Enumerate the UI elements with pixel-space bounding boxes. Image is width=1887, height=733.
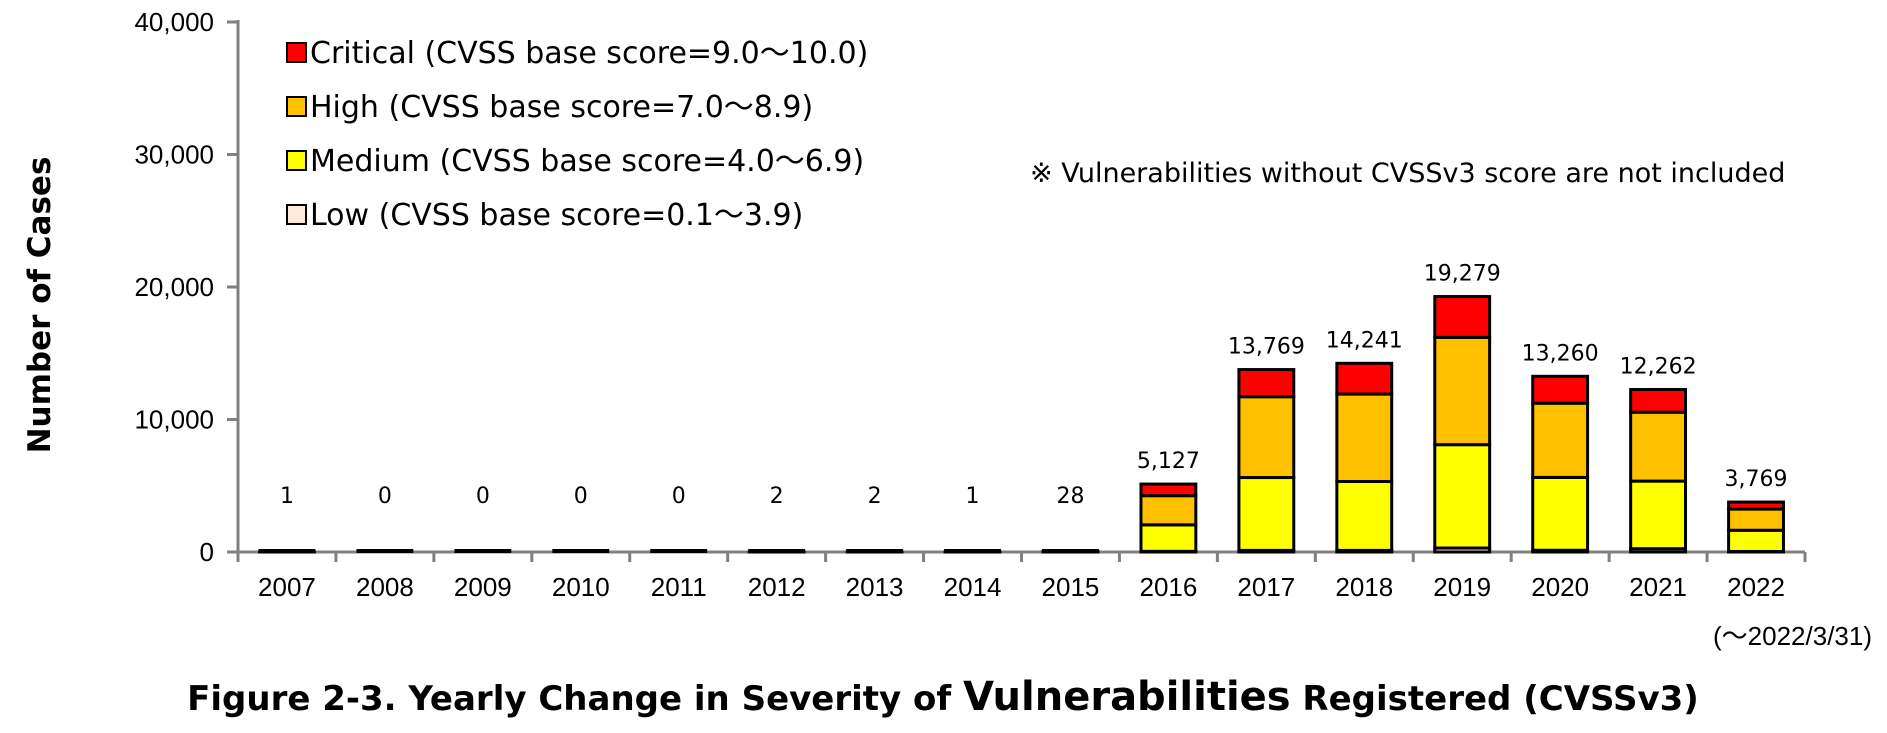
y-axis-title: Number of Cases: [22, 157, 58, 454]
total-label: 28: [1056, 484, 1084, 509]
total-label: 13,769: [1228, 335, 1305, 360]
x-tick-label: 2021: [1629, 572, 1687, 602]
x-axis-note: (～2022/3/31): [1713, 621, 1872, 651]
bar-baseline: [1042, 549, 1099, 553]
bar-segment: [1629, 479, 1688, 551]
bar-segment: [1139, 482, 1198, 498]
bar-segment: [1335, 480, 1394, 552]
bar-segment: [1237, 368, 1296, 399]
bar-segment: [1237, 395, 1296, 480]
chart-title-part-3: Registered (CVSSv3): [1291, 679, 1699, 719]
bar-baseline: [552, 549, 610, 553]
legend-swatch: [286, 42, 307, 63]
bars: [258, 295, 1785, 554]
y-tick-label: 0: [200, 537, 214, 567]
x-tick-label: 2017: [1237, 572, 1295, 602]
legend-swatch: [286, 150, 307, 171]
bar-segment: [1531, 475, 1590, 552]
total-label: 13,260: [1522, 341, 1599, 366]
bar-baseline: [258, 549, 316, 553]
y-axis: 0 10,000 20,000 30,000 40,000: [134, 7, 240, 567]
x-tick-label: 2010: [552, 572, 610, 602]
legend: Critical (CVSS base score=9.0～10.0) High …: [286, 36, 868, 233]
y-tick-label: 10,000: [134, 405, 214, 435]
total-label: 0: [672, 484, 686, 509]
bar-segment: [1139, 523, 1198, 553]
bar-segment: [1727, 500, 1785, 511]
x-tick-label: 2014: [944, 572, 1002, 602]
bar-baseline: [846, 549, 904, 553]
x-tick-label: 2009: [454, 572, 512, 602]
total-label: 5,127: [1137, 449, 1200, 474]
bar-baseline: [356, 549, 414, 553]
bar-segment: [1335, 361, 1394, 396]
bar-baseline: [454, 549, 512, 553]
x-tick-label: 2020: [1531, 572, 1589, 602]
x-tick-label: 2019: [1433, 572, 1491, 602]
legend-label: High (CVSS base score=7.0～8.9): [310, 90, 813, 125]
bar-segment: [1629, 388, 1688, 414]
legend-label: Medium (CVSS base score=4.0～6.9): [310, 144, 864, 179]
bar-segment: [1727, 528, 1785, 553]
total-label: 1: [280, 484, 294, 509]
total-label: 0: [574, 484, 588, 509]
legend-swatch: [286, 96, 307, 117]
x-tick-label: 2008: [356, 572, 414, 602]
bar-segment: [1727, 507, 1785, 532]
y-tick-label: 20,000: [134, 272, 214, 302]
bar-baseline: [650, 549, 708, 553]
total-label: 0: [378, 484, 392, 509]
chart-title-part-2: Vulnerabilities: [963, 674, 1291, 720]
chart-note: ※ Vulnerabilities without CVSSv3 score a…: [1030, 158, 1785, 189]
total-label: 12,262: [1620, 355, 1697, 380]
total-labels: 1 0 0 0 0 2 2 1 28 5,127 13,769 14,241 19,279 13,260 1…: [280, 262, 1788, 509]
bar-segment: [1335, 392, 1394, 484]
y-tick-label: 40,000: [134, 7, 214, 37]
total-label: 2: [770, 484, 784, 509]
bar-segment: [1629, 410, 1688, 483]
x-tick-label: 2018: [1335, 572, 1393, 602]
x-tick-label: 2011: [651, 572, 707, 602]
x-tick-label: 2015: [1042, 572, 1100, 602]
chart-title-part-1: Figure 2-3. Yearly Change in Severity of: [187, 679, 963, 719]
total-label: 2: [868, 484, 882, 509]
bar-segment: [1139, 494, 1198, 527]
x-tick-label: 2007: [258, 572, 316, 602]
bar-baseline: [944, 549, 1001, 553]
total-label: 3,769: [1725, 467, 1788, 492]
x-tick-label: 2022: [1727, 572, 1785, 602]
total-label: 14,241: [1326, 328, 1403, 353]
total-label: 0: [476, 484, 490, 509]
legend-swatch: [286, 204, 307, 225]
legend-label: Critical (CVSS base score=9.0～10.0): [310, 36, 868, 71]
total-label: 1: [966, 484, 980, 509]
bar-segment: [1237, 476, 1296, 552]
bar-segment: [1433, 443, 1492, 550]
chart-title: Figure 2-3. Yearly Change in Severity of…: [187, 674, 1699, 720]
bar-segment: [1531, 401, 1590, 479]
bar-segment: [1433, 295, 1492, 339]
bar-segment: [1531, 374, 1590, 405]
x-tick-label: 2012: [748, 572, 806, 602]
y-tick-label: 30,000: [134, 140, 214, 170]
bar-segment: [1433, 335, 1492, 447]
total-label: 19,279: [1424, 262, 1501, 287]
x-tick-label: 2016: [1139, 572, 1197, 602]
x-axis: 2007 2008 2009 2010 2011 2012 2013 2014 2015 2016…: [236, 550, 1807, 602]
x-tick-label: 2013: [846, 572, 904, 602]
bar-baseline: [748, 549, 806, 553]
legend-label: Low (CVSS base score=0.1～3.9): [310, 198, 803, 233]
